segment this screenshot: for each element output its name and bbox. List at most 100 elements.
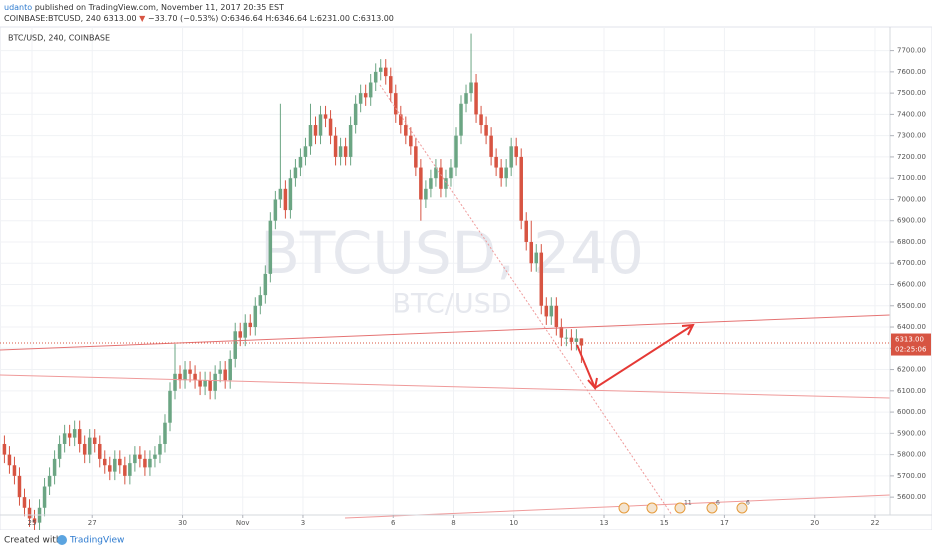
candle-body <box>474 82 478 115</box>
event-count: 6 <box>746 500 750 507</box>
symbol-line: COINBASE:BTCUSD, 240 6313.00 ▼ −33.70 (−… <box>4 14 394 23</box>
event-icon <box>646 502 658 514</box>
candle-body <box>318 114 323 136</box>
candle-body <box>348 125 353 157</box>
y-tick-label: 5900.00 <box>897 429 926 437</box>
candle-body <box>17 475 22 498</box>
candle-body <box>574 338 579 342</box>
y-tick-label: 6900.00 <box>897 217 926 225</box>
candle-body <box>373 71 378 83</box>
candle-body <box>153 454 157 459</box>
candle-body <box>569 337 574 342</box>
event-icon <box>618 502 630 514</box>
candle-body <box>2 443 7 455</box>
candle-body <box>253 305 258 328</box>
x-tick-label: 13 <box>600 519 609 527</box>
candle-body <box>308 125 313 147</box>
y-tick-label: 6100.00 <box>897 387 926 395</box>
arrow-head <box>681 323 695 336</box>
candle-body <box>494 156 498 168</box>
footer-brand[interactable]: TradingView <box>69 536 124 546</box>
candle-body <box>178 373 182 381</box>
y-tick-label: 5600.00 <box>897 493 926 501</box>
candle-body <box>273 199 278 221</box>
y-tick-label: 7700.00 <box>897 47 926 55</box>
footer <box>0 530 932 550</box>
candle-body <box>218 369 222 374</box>
author[interactable]: udanto <box>4 3 32 12</box>
candle-body <box>509 146 513 168</box>
candle-body <box>579 338 584 346</box>
event-icon <box>674 502 686 514</box>
candle-body <box>464 93 468 104</box>
candle-body <box>338 146 343 157</box>
candle-body <box>454 135 458 168</box>
candle-body <box>32 518 37 523</box>
last: 6313.00 <box>104 14 137 23</box>
event-icon <box>706 502 718 514</box>
trend-line <box>344 494 891 519</box>
candle-body <box>469 82 473 94</box>
candle-body <box>57 443 62 459</box>
candle-body <box>188 369 192 374</box>
y-tick-label: 6400.00 <box>897 323 926 331</box>
candle-body <box>238 331 242 338</box>
candle-body <box>539 252 544 306</box>
candle-body <box>409 135 413 147</box>
candle-body <box>383 67 388 77</box>
y-tick-label: 6800.00 <box>897 238 926 246</box>
price-countdown: 02:25:06 <box>895 346 927 354</box>
candle-body <box>424 188 428 200</box>
candle-body <box>168 390 172 423</box>
candle-body <box>394 93 398 115</box>
footer-created: Created with <box>4 536 62 546</box>
candle-body <box>529 241 534 264</box>
candle-body <box>208 380 212 391</box>
y-tick-label: 6200.00 <box>897 366 926 374</box>
candle-body <box>404 125 408 136</box>
x-tick-label: 20 <box>810 519 819 527</box>
x-tick-label: 25 <box>28 519 37 527</box>
candle-body <box>97 443 102 459</box>
candle-body <box>293 167 298 179</box>
y-tick-label: 6600.00 <box>897 281 926 289</box>
candle-body <box>303 146 308 157</box>
candle-body <box>389 76 393 94</box>
candle-body <box>118 458 122 466</box>
event-count: 11 <box>684 500 692 507</box>
candle-body <box>22 497 27 508</box>
candle-body <box>278 188 283 200</box>
candle-body <box>243 322 248 338</box>
candle-body <box>429 178 433 189</box>
candle-body <box>228 358 232 381</box>
candle-body <box>128 463 132 476</box>
candle-body <box>7 454 12 466</box>
candle-body <box>233 331 237 359</box>
candle-body <box>514 146 518 157</box>
candle-body <box>193 373 197 381</box>
candle-body <box>333 135 338 157</box>
candle-body <box>328 118 333 136</box>
candle-body <box>203 380 207 387</box>
watermark: BTCUSD, 240 <box>260 219 644 287</box>
y-tick-label: 7300.00 <box>897 132 926 140</box>
candle-body <box>138 454 142 459</box>
y-tick-label: 7500.00 <box>897 89 926 97</box>
event-count: 6 <box>716 500 720 507</box>
candle-body <box>414 146 418 168</box>
candles <box>2 33 584 532</box>
candle-body <box>484 125 488 136</box>
candle-body <box>12 465 17 476</box>
x-tick-label: 8 <box>451 519 455 527</box>
candle-body <box>358 93 363 104</box>
arrow: ▼ <box>139 14 146 23</box>
y-tick-label: 7400.00 <box>897 110 926 118</box>
candle-body <box>449 167 453 179</box>
candle-body <box>173 373 177 391</box>
y-tick-label: 6700.00 <box>897 259 926 267</box>
arrow-head <box>587 377 598 391</box>
axes: 5600.00 5700.00 5800.00 5900.00 6000.00 6100.… <box>28 47 931 527</box>
candle-body <box>52 458 57 476</box>
candle-body <box>368 82 373 98</box>
